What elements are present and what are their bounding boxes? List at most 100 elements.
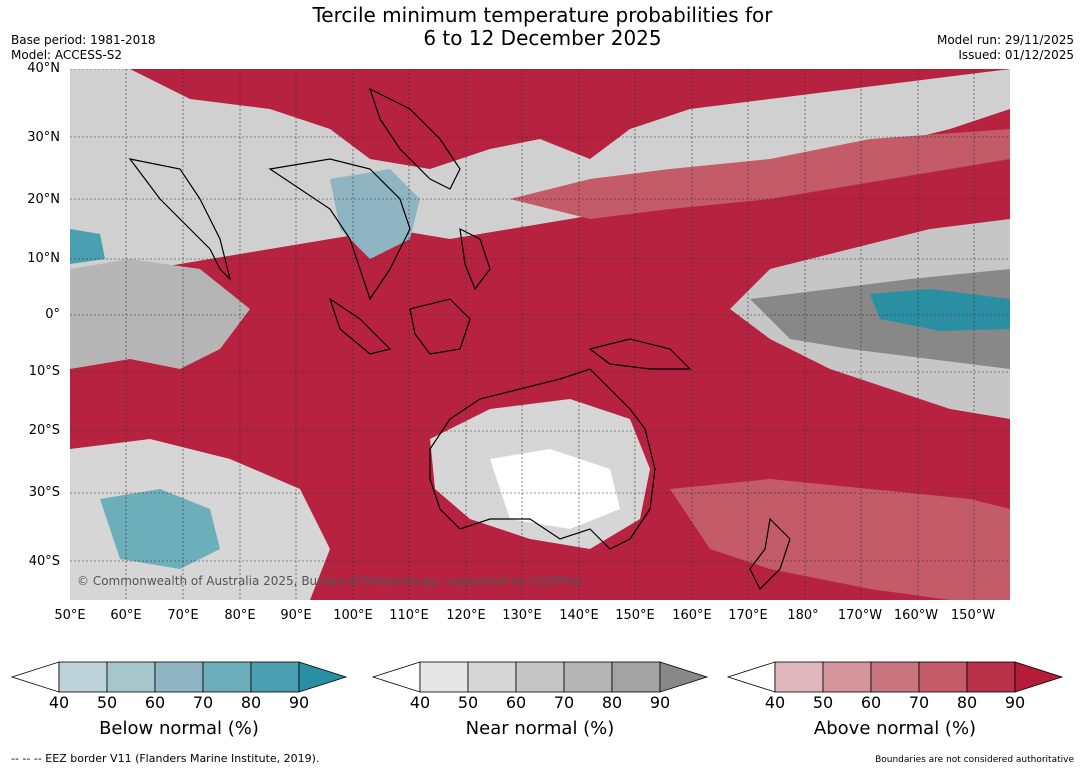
cb-above-label: Above normal (%) bbox=[813, 718, 977, 739]
teal-patch-indochina bbox=[330, 169, 420, 259]
teal-patch-east bbox=[870, 289, 1010, 331]
cb-near-tick-90: 90 bbox=[649, 693, 671, 712]
boundaries-disclaimer: Boundaries are not considered authoritat… bbox=[875, 755, 1074, 765]
lat-label-20s: 20°S bbox=[28, 423, 60, 438]
cb-near-tri-left bbox=[371, 661, 421, 693]
cb-near-tick-60: 60 bbox=[505, 693, 527, 712]
grey-region-north bbox=[70, 69, 1010, 279]
lat-label-30s: 30°S bbox=[28, 485, 60, 500]
lon-label-150w: 150°W bbox=[950, 608, 996, 623]
india-coast bbox=[128, 158, 232, 281]
china-coast bbox=[368, 87, 461, 190]
cb-near-swatch-3 bbox=[515, 661, 565, 693]
lon-label-160e: 160°E bbox=[672, 608, 712, 623]
philippines-coast bbox=[459, 227, 491, 291]
cb-near-tick-80: 80 bbox=[601, 693, 623, 712]
issued-date: Issued: 01/12/2025 bbox=[958, 48, 1074, 62]
cb-above-tick-40: 40 bbox=[764, 693, 786, 712]
borneo-coast bbox=[409, 298, 471, 355]
lon-label-140e: 140°E bbox=[559, 608, 599, 623]
new-guinea-coast bbox=[588, 338, 692, 370]
lon-label-60e: 60°E bbox=[110, 608, 142, 623]
colorbar-above-normal bbox=[726, 661, 1064, 693]
meta-left: Base period: 1981-2018 Model: ACCESS-S2 bbox=[11, 33, 156, 63]
teal-patch-southwest bbox=[100, 489, 220, 569]
grey-region-west bbox=[70, 259, 250, 369]
cb-below-tick-40: 40 bbox=[48, 693, 70, 712]
cb-below-swatch-5 bbox=[250, 661, 300, 693]
cb-near-label: Near normal (%) bbox=[465, 718, 615, 739]
cb-near-swatch-1 bbox=[419, 661, 469, 693]
cb-near-swatch-5 bbox=[611, 661, 661, 693]
cb-near-swatch-4 bbox=[563, 661, 613, 693]
new-zealand-coast bbox=[749, 517, 791, 591]
southeast-asia-coast bbox=[268, 158, 411, 301]
model-name: Model: ACCESS-S2 bbox=[11, 48, 123, 62]
cb-below-tick-70: 70 bbox=[192, 693, 214, 712]
lat-label-30n: 30°N bbox=[27, 130, 60, 145]
cb-above-tri-left bbox=[726, 661, 776, 693]
cb-below-tri-right bbox=[298, 661, 348, 693]
lon-label-50e: 50°E bbox=[54, 608, 86, 623]
colorbar-near-normal bbox=[371, 661, 709, 693]
cb-below-swatch-3 bbox=[154, 661, 204, 693]
model-run: Model run: 29/11/2025 bbox=[936, 33, 1074, 47]
colorbars bbox=[10, 661, 1064, 693]
title-line-2: 6 to 12 December 2025 bbox=[423, 26, 662, 50]
lat-label-40n: 40°N bbox=[27, 61, 60, 76]
cb-below-label: Below normal (%) bbox=[99, 718, 259, 739]
cb-above-tick-60: 60 bbox=[860, 693, 882, 712]
cb-near-swatch-2 bbox=[467, 661, 517, 693]
copyright-notice: © Commonwealth of Australia 2025, Bureau… bbox=[77, 574, 583, 588]
light-red-south bbox=[670, 479, 1010, 600]
australia-coast bbox=[429, 368, 656, 550]
meta-right: Model run: 29/11/2025 Issued: 01/12/2025 bbox=[937, 33, 1074, 63]
cb-above-swatch-5 bbox=[966, 661, 1016, 693]
cb-above-tick-80: 80 bbox=[956, 693, 978, 712]
cb-above-swatch-2 bbox=[822, 661, 872, 693]
lon-label-160w: 160°W bbox=[893, 608, 939, 623]
lon-label-170w: 170°W bbox=[837, 608, 883, 623]
cb-near-tick-70: 70 bbox=[553, 693, 575, 712]
lat-label-20n: 20°N bbox=[27, 192, 60, 207]
lon-label-110e: 110°E bbox=[389, 608, 429, 623]
lat-label-10n: 10°N bbox=[27, 251, 60, 266]
eez-border-note: -- -- -- EEZ border V11 (Flanders Marine… bbox=[11, 752, 320, 765]
colorbar-below-normal bbox=[10, 661, 348, 693]
cb-above-swatch-4 bbox=[918, 661, 968, 693]
lon-label-120e: 120°E bbox=[446, 608, 486, 623]
probability-map bbox=[70, 69, 1010, 600]
white-australia-center bbox=[490, 449, 620, 529]
cb-below-swatch-1 bbox=[58, 661, 108, 693]
cb-below-tick-90: 90 bbox=[288, 693, 310, 712]
lon-label-80e: 80°E bbox=[224, 608, 256, 623]
lat-label-0: 0° bbox=[45, 307, 60, 322]
cb-above-tick-50: 50 bbox=[812, 693, 834, 712]
cb-below-tick-60: 60 bbox=[144, 693, 166, 712]
cb-below-tick-50: 50 bbox=[96, 693, 118, 712]
lon-label-150e: 150°E bbox=[615, 608, 655, 623]
cb-above-swatch-3 bbox=[870, 661, 920, 693]
title-line-1: Tercile minimum temperature probabilitie… bbox=[312, 3, 773, 27]
coastlines bbox=[128, 87, 791, 591]
base-period: Base period: 1981-2018 bbox=[11, 33, 156, 47]
sumatra-coast bbox=[328, 297, 392, 355]
cb-below-tick-80: 80 bbox=[240, 693, 262, 712]
cb-above-tick-70: 70 bbox=[908, 693, 930, 712]
cb-near-tick-50: 50 bbox=[457, 693, 479, 712]
cb-below-swatch-4 bbox=[202, 661, 252, 693]
cb-above-tick-90: 90 bbox=[1004, 693, 1026, 712]
lon-label-180: 180° bbox=[787, 608, 819, 623]
teal-patch-west bbox=[70, 229, 105, 264]
cb-above-tri-right bbox=[1014, 661, 1064, 693]
cb-near-tick-40: 40 bbox=[409, 693, 431, 712]
cb-near-tri-right bbox=[659, 661, 709, 693]
lon-label-130e: 130°E bbox=[502, 608, 542, 623]
lat-label-10s: 10°S bbox=[28, 364, 60, 379]
lat-label-40s: 40°S bbox=[28, 554, 60, 569]
cb-below-tri-left bbox=[10, 661, 60, 693]
lon-label-170e: 170°E bbox=[728, 608, 768, 623]
cb-above-swatch-1 bbox=[774, 661, 824, 693]
lon-label-70e: 70°E bbox=[167, 608, 199, 623]
lon-label-100e: 100°E bbox=[333, 608, 373, 623]
